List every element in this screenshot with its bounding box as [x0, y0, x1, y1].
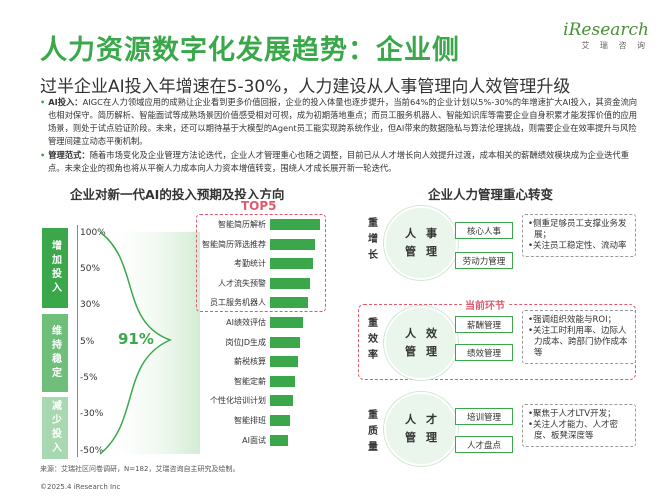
- module-tag: 绩效管理: [455, 344, 513, 361]
- tick-label: 100%: [80, 228, 106, 238]
- bar-label: 智能简历筛选推荐: [202, 239, 266, 249]
- tick-label: 30%: [80, 300, 101, 310]
- desc-line: •关注人才能力、人才密度、板凳深度等: [528, 420, 619, 441]
- module-tag: 薪酬管理: [455, 316, 513, 333]
- bar: [270, 238, 315, 250]
- stage-circle: 人效 管理: [384, 306, 458, 380]
- current-stage-label: 当前环节: [462, 297, 508, 312]
- side-label-stable: 维持稳定: [42, 314, 68, 392]
- module-tag: 培训管理: [455, 408, 513, 425]
- row-side-label: 重增长: [368, 218, 378, 261]
- bar-label: 人才流失预警: [218, 278, 266, 288]
- bar-label: 岗位JD生成: [225, 337, 266, 347]
- side-label-text: 减少投入: [49, 400, 61, 456]
- bar-label: 员工服务机器人: [210, 298, 266, 308]
- module-tag: 核心人事: [455, 222, 513, 239]
- side-label-decrease: 减少投入: [42, 397, 68, 459]
- module-tag: 人才盘点: [455, 436, 513, 453]
- bar-label: 考勤统计: [234, 259, 266, 269]
- desc-line: •侧重足够员工支撑业务发展；: [528, 219, 627, 240]
- logo-text: iResearch: [563, 20, 649, 40]
- side-label-increase: 增加投入: [42, 228, 68, 308]
- row-side-label: 重质量: [368, 410, 378, 453]
- bar-label: 智能排班: [234, 416, 266, 425]
- bar: [270, 395, 293, 407]
- desc-line: •聚焦于人才LTV开发；: [528, 409, 616, 419]
- circle-text: 管理: [405, 245, 447, 258]
- row-side-label: 重效率: [368, 318, 378, 361]
- page-subtitle: 过半企业AI投入年增速在5-30%，人力建设从人事管理向人效管理升级: [40, 77, 571, 97]
- bar: [270, 375, 295, 387]
- stage-description: •侧重足够员工支撑业务发展； •关注员工稳定性、流动率: [522, 214, 636, 257]
- top5-label: TOP5: [238, 199, 280, 213]
- circle-text: 人事: [405, 227, 447, 240]
- left-panel-title: 企业对新一代AI的投入预期及投入方向: [70, 187, 285, 202]
- circle-text: 管理: [405, 431, 447, 444]
- bullet-text: 随着市场变化及企业管理方法论迭代，企业人才管理重心也随之调整，目前已从人才增长向…: [48, 150, 630, 173]
- bullet-label: 管理范式：: [48, 150, 90, 160]
- side-label-text: 增加投入: [49, 240, 61, 296]
- bar: [270, 356, 298, 368]
- bar: [270, 258, 313, 270]
- logo: iResearch 艾 瑞 咨 询: [563, 20, 649, 51]
- bar-label: 智能简历解析: [218, 220, 266, 229]
- desc-line: •关注工时利用率、边际人力成本、跨部门协作成本等: [528, 326, 628, 358]
- right-panel-title: 企业人力管理重心转变: [428, 187, 554, 202]
- stage-description: •聚焦于人才LTV开发； •关注人才能力、人才密度、板凳深度等: [522, 404, 636, 447]
- bar: [270, 336, 300, 348]
- bullet-item: • 管理范式：随着市场变化及企业管理方法论迭代，企业人才管理重心也随之调整，目前…: [40, 149, 640, 175]
- center-value: 91%: [118, 330, 154, 348]
- bullet-list: • AI投入：AIGC在人力领域应用的成熟让企业看到更多价值回报，企业的投入体量…: [40, 96, 640, 176]
- module-tag: 劳动力管理: [455, 252, 513, 269]
- tick-label: 5%: [80, 337, 95, 347]
- circle-text: 人效: [405, 327, 447, 340]
- tick-label: -30%: [80, 409, 104, 419]
- stage-description: •强调组织效能与ROI； •关注工时利用率、边际人力成本、跨部门协作成本等: [522, 310, 636, 364]
- tick-label: -5%: [80, 373, 98, 383]
- stage-circle: 人事 管理: [384, 206, 458, 280]
- bar-label: 薪税核算: [234, 357, 266, 367]
- source-note: 来源：艾瑞社区问卷调研，N=182，艾瑞咨询自主研究及绘制。: [40, 465, 240, 473]
- side-label-text: 维持稳定: [49, 325, 61, 381]
- bullet-item: • AI投入：AIGC在人力领域应用的成熟让企业看到更多价值回报，企业的投入体量…: [40, 96, 640, 148]
- circle-text: 人才: [405, 413, 447, 426]
- bullet-dot-icon: •: [40, 97, 49, 107]
- desc-line: •强调组织效能与ROI；: [528, 315, 617, 325]
- copyright: ©2025.4 iResearch Inc: [40, 483, 121, 491]
- distribution-curve: [100, 231, 200, 455]
- bar: [270, 219, 320, 230]
- bullet-dot-icon: •: [40, 150, 49, 160]
- logo-subtext: 艾 瑞 咨 询: [581, 41, 649, 50]
- bar: [270, 434, 288, 446]
- bar: [270, 317, 303, 328]
- axis-line: [77, 225, 78, 457]
- stage-circle: 人才 管理: [384, 392, 458, 466]
- bullet-label: AI投入：: [48, 97, 83, 107]
- bar-label: AI绩效评估: [226, 318, 266, 327]
- tick-label: -50%: [80, 446, 104, 456]
- desc-line: •关注员工稳定性、流动率: [528, 241, 627, 251]
- bar: [270, 297, 308, 309]
- bar-label: 个性化培训计划: [210, 396, 266, 406]
- tick-label: 50%: [80, 264, 101, 274]
- bullet-text: AIGC在人力领域应用的成熟让企业看到更多价值回报，企业的投入体量也逐步提升，当…: [48, 97, 638, 146]
- top5-highlight-box: [196, 214, 326, 312]
- bar-label: 智能定薪: [234, 376, 266, 386]
- page-title: 人力资源数字化发展趋势：企业侧: [40, 35, 460, 66]
- circle-text: 管理: [405, 345, 447, 358]
- bar: [270, 277, 310, 289]
- bar: [270, 415, 290, 426]
- bar-label: AI面试: [242, 435, 266, 445]
